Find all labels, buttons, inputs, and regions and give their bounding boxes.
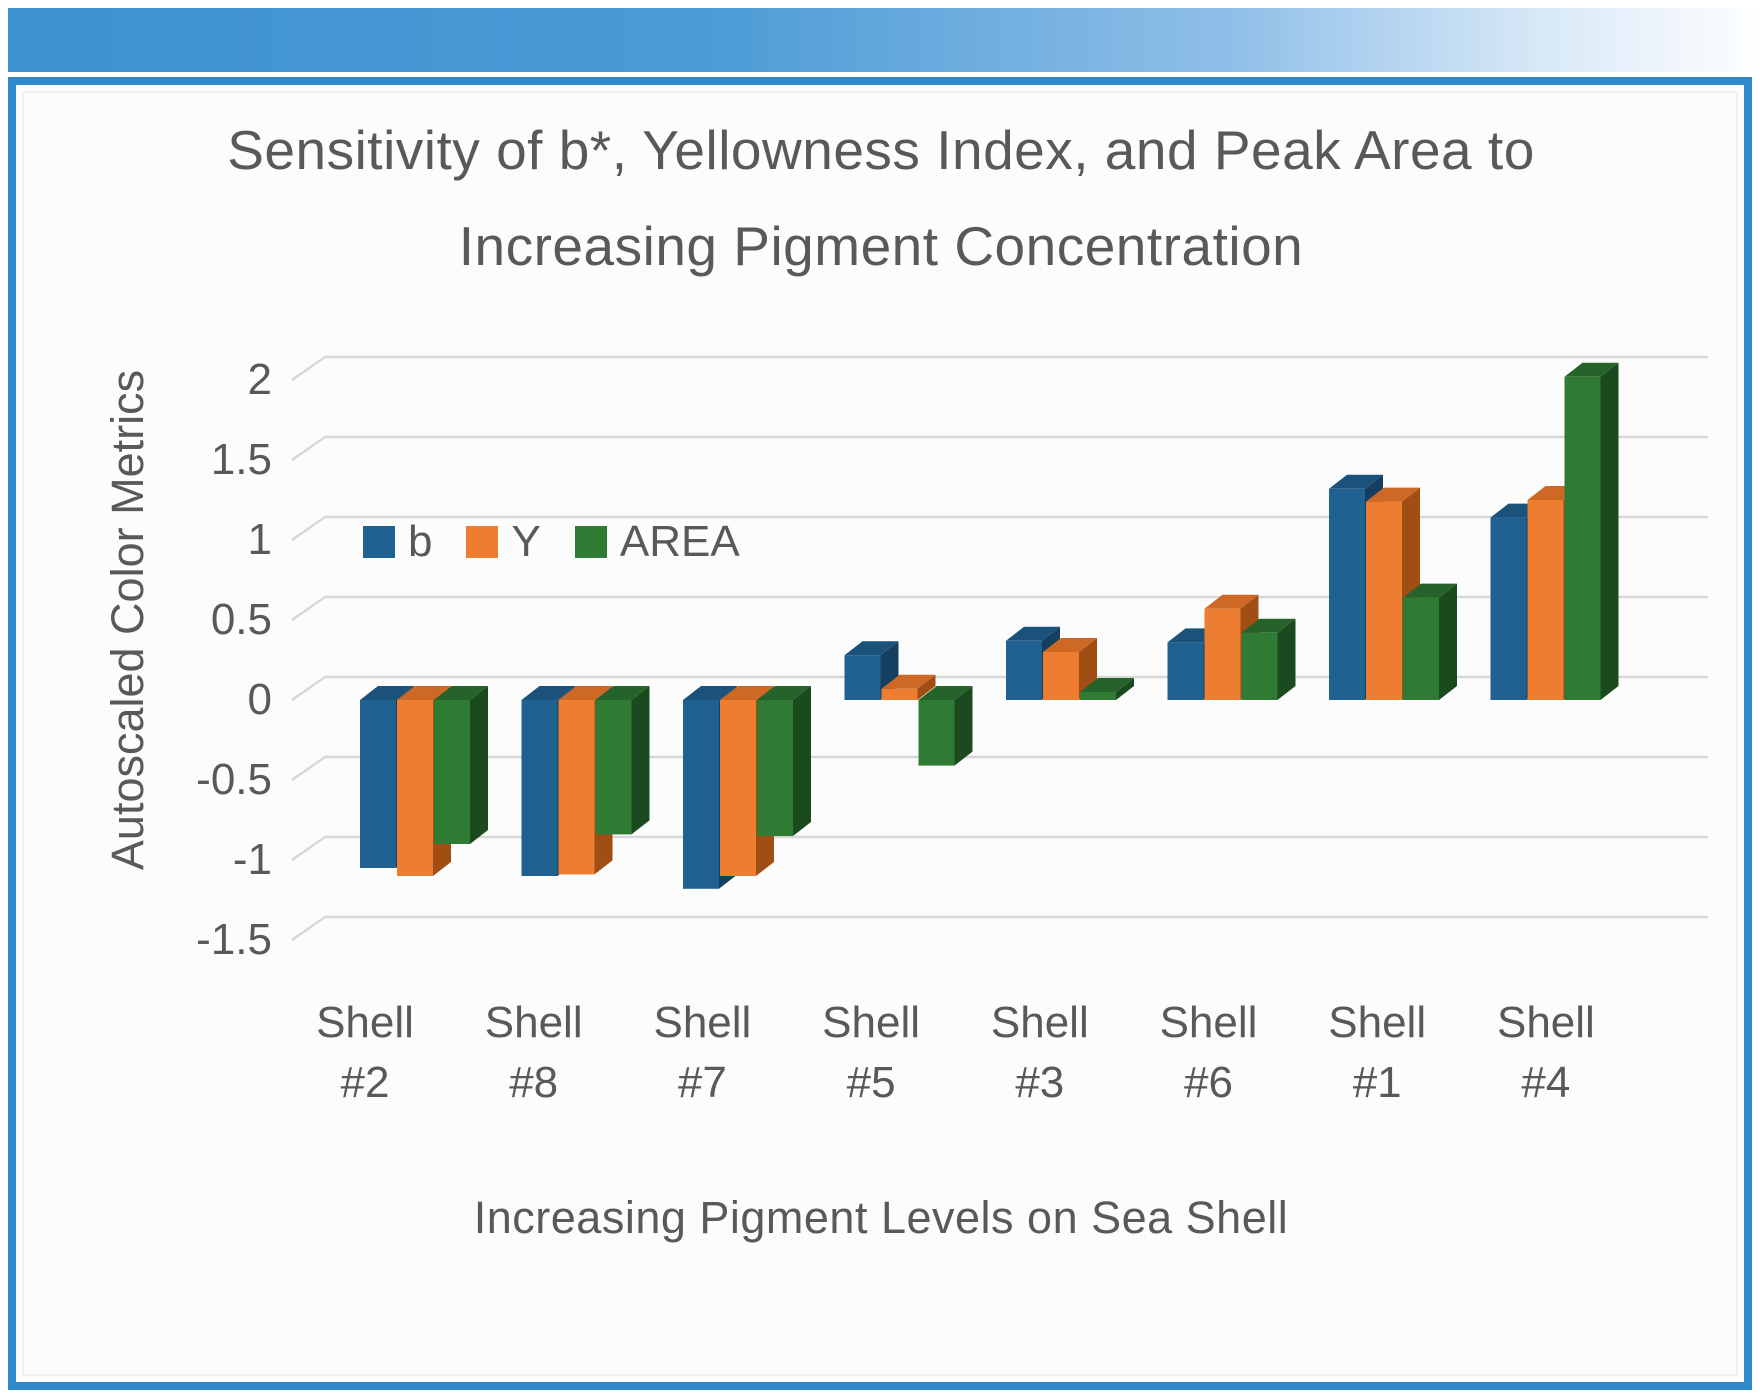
x-label-shell-7: Shell #7	[602, 993, 802, 1113]
legend-item-area: AREA	[574, 517, 740, 567]
bar-group-6	[1167, 594, 1296, 700]
x-axis-title: Increasing Pigment Levels on Sea Shell	[473, 1192, 1289, 1243]
legend-swatch-y	[466, 526, 499, 558]
x-label-shell-6: Shell #6	[1109, 993, 1309, 1113]
chart-panel	[8, 77, 1752, 1390]
x-label-shell-5: Shell #5	[771, 993, 971, 1113]
bar-group-4	[844, 641, 973, 766]
legend-label-b: b	[408, 517, 433, 566]
bar-y-shell-5	[881, 674, 936, 700]
legend-swatch-b	[363, 526, 395, 558]
bar-group-8	[1490, 362, 1619, 700]
chart-title-line-1: Sensitivity of b*, Yellowness Index, and…	[227, 119, 1535, 181]
bar-area-shell-8	[595, 686, 650, 835]
x-label-shell-1: Shell #1	[1277, 993, 1477, 1113]
x-label-line: #1	[1352, 1058, 1402, 1107]
y-tick-label-0.5: 0.5	[210, 595, 272, 644]
bar-y-shell-3	[1043, 638, 1097, 700]
x-label-line: Shell	[1159, 998, 1258, 1047]
bar-area-shell-7	[757, 686, 811, 836]
x-label-shell-3: Shell #3	[940, 993, 1140, 1113]
bar-group-2	[521, 686, 650, 876]
bar-area-shell-2	[434, 686, 488, 844]
y-tick-label--1: -1	[232, 835, 272, 884]
gridline--0.5	[291, 755, 1708, 782]
bar-area-shell-3	[1080, 678, 1134, 700]
chart-panel-inner-border	[22, 91, 1738, 1376]
x-label-shell-4: Shell #4	[1446, 993, 1646, 1113]
gridline-1	[291, 515, 1708, 542]
gridline-2	[291, 355, 1708, 382]
y-tick-label--1.5: -1.5	[196, 915, 272, 964]
gridline--1.5	[291, 915, 1708, 942]
legend-label-y: Y	[511, 517, 541, 566]
x-label-line: Shell	[822, 998, 921, 1047]
x-label-line: #3	[1015, 1058, 1065, 1107]
x-label-line: Shell	[990, 998, 1089, 1047]
x-label-shell-2: Shell #2	[265, 993, 465, 1113]
legend-item-y: Y	[466, 517, 541, 567]
x-label-line: Shell	[316, 998, 414, 1047]
y-tick-label-2: 2	[247, 355, 272, 404]
x-label-line: Shell	[1496, 998, 1595, 1047]
gridline-1.5	[291, 435, 1708, 462]
bar-area-shell-4	[1564, 362, 1619, 700]
bar-group-3	[683, 686, 811, 889]
y-tick-label--0.5: -0.5	[196, 755, 272, 804]
bar-area-shell-6	[1241, 618, 1296, 700]
bar-area-shell-1	[1403, 583, 1457, 700]
x-label-line: #6	[1184, 1058, 1233, 1107]
legend-label-area: AREA	[619, 517, 740, 566]
chart-title-line-2: Increasing Pigment Concentration	[458, 215, 1304, 277]
x-label-line: Shell	[484, 998, 583, 1047]
bar-group-5	[1006, 626, 1134, 700]
bar-b-shell-5	[844, 641, 899, 700]
x-label-line: #8	[509, 1058, 559, 1107]
x-label-line: #7	[677, 1058, 727, 1107]
legend-item-b: b	[363, 517, 432, 567]
x-label-line: #5	[846, 1058, 896, 1107]
x-label-line: Shell	[653, 998, 752, 1047]
y-tick-label-0: 0	[247, 675, 272, 724]
x-label-shell-8: Shell #8	[434, 993, 634, 1113]
legend-swatch-area	[574, 526, 607, 558]
x-label-line: #2	[340, 1058, 390, 1107]
top-banner	[8, 8, 1754, 72]
legend: b Y AREA	[363, 517, 774, 567]
chart-title: Sensitivity of b*, Yellowness Index, and…	[0, 102, 1762, 294]
y-tick-label-1: 1	[247, 515, 272, 564]
bar-area-shell-5	[918, 686, 973, 766]
x-label-line: Shell	[1328, 998, 1427, 1047]
bar-group-7	[1329, 474, 1457, 700]
gridline--1	[291, 835, 1708, 862]
y-tick-label-1.5: 1.5	[210, 435, 272, 484]
x-label-line: #4	[1521, 1058, 1571, 1107]
bar-group-1	[360, 686, 488, 876]
